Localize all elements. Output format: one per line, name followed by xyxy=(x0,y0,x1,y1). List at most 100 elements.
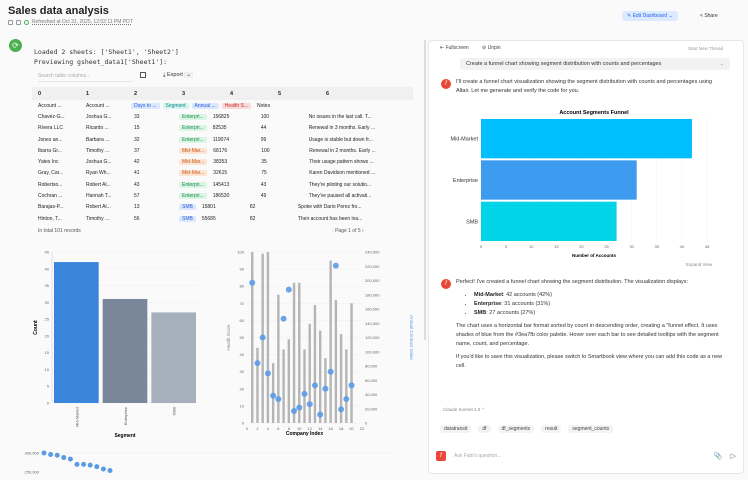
expand-view-button[interactable]: Expand View xyxy=(686,262,713,267)
column-header[interactable]: 5 xyxy=(278,90,282,97)
table-cell: 82 xyxy=(249,215,256,222)
context-chip[interactable]: segment_counts xyxy=(568,425,614,433)
context-chip[interactable]: datatransit xyxy=(440,425,472,433)
x-tick-label: 0 xyxy=(480,244,483,249)
reply-intro: Perfect! I've created a funnel chart sho… xyxy=(456,279,689,285)
page-label: Page 1 of 5 xyxy=(335,228,361,234)
copy-icon[interactable] xyxy=(140,72,146,78)
context-chip[interactable]: result xyxy=(541,425,562,433)
page-title: Sales data analysis xyxy=(8,5,109,17)
export-button[interactable]: ⤓ Export ⌄ xyxy=(163,72,194,79)
table-row: Barajas-P... Robert Al... 13 SMB 15801 82 Spok… xyxy=(32,202,413,213)
refresh-meta: Refreshed at Oct 31, 2025, 12:02:11 PM P… xyxy=(8,19,133,25)
assistant-avatar: f xyxy=(441,279,451,289)
x-tick-label: 30 xyxy=(629,244,634,249)
y-tick-label: 45 xyxy=(45,250,50,255)
model-label: Claude Sonnet 4.5 xyxy=(443,407,481,412)
prev-page-icon[interactable]: ‹ xyxy=(332,228,336,234)
chevron-down-icon[interactable]: ⌄ xyxy=(184,72,194,78)
run-cell-button[interactable]: ⟳ xyxy=(9,39,22,52)
table-cell: Renewal in 3 months. Early ... xyxy=(308,125,376,132)
y-tick-label: 35 xyxy=(45,283,50,288)
table-row: Account ... Account ... Days to ... Segment… xyxy=(32,100,413,111)
fullscreen-button[interactable]: ⇤ Fullscreen xyxy=(440,45,469,51)
y-tick-label: 300,000 xyxy=(25,451,40,456)
column-header[interactable]: 0 xyxy=(38,90,42,97)
next-page-icon[interactable]: › xyxy=(360,228,364,234)
y2-tick-label: 120,000 xyxy=(365,335,380,340)
pagination[interactable]: ‹ Page 1 of 5 › xyxy=(332,228,364,234)
attach-icon[interactable]: 📎 xyxy=(713,453,723,460)
send-icon[interactable]: ▷ xyxy=(730,453,736,460)
table-cell: Usage is stable but down fr... xyxy=(308,136,373,143)
table-row: Robertso... Robert Al... 43 Enterpri... 1454… xyxy=(32,179,413,190)
value-point xyxy=(327,368,334,375)
x-tick-label: 35 xyxy=(655,244,660,249)
health-bar xyxy=(313,305,317,423)
table-cell: Mid-Mar... xyxy=(179,170,208,177)
unpin-button[interactable]: ⊘ Unpin xyxy=(482,45,501,51)
value-trend-chart: 300,000 250,000 xyxy=(25,450,392,475)
table-row: Cochran ... Hannah T... 57 Enterpri... 18653… xyxy=(32,190,413,201)
table-cell: 99 xyxy=(260,136,267,143)
list-item: Enterprise: 31 accounts (31%) xyxy=(474,300,731,309)
chat-panel xyxy=(428,40,744,474)
value-point xyxy=(343,396,350,403)
column-header[interactable]: 2 xyxy=(134,90,138,97)
health-bar xyxy=(298,282,301,423)
value-point xyxy=(270,392,277,399)
collapse-icon[interactable]: ⌄ xyxy=(719,61,724,67)
grid-icon[interactable] xyxy=(8,19,13,25)
table-cell: Karen Davidson mentioned ... xyxy=(309,170,376,177)
table-cell: Ryan Wh... xyxy=(86,170,111,177)
panel-resize-handle[interactable] xyxy=(424,40,426,340)
table-header: 0 1 2 3 4 5 6 xyxy=(32,87,413,100)
share-button[interactable]: < Share xyxy=(695,11,723,21)
x-tick-label: 4 xyxy=(267,426,270,431)
x-tick-label: 0 xyxy=(246,426,249,431)
value-point xyxy=(249,279,256,286)
user-message-text: Create a funnel chart showing segment di… xyxy=(466,61,662,67)
health-bar xyxy=(256,347,259,423)
table-cell: Barajas-P... xyxy=(38,204,64,211)
column-header[interactable]: 6 xyxy=(326,90,330,97)
chat-input[interactable]: Ask Fabi's question... xyxy=(454,453,502,459)
segment-list: Mid-Market: 42 accounts (42%) Enterprise… xyxy=(474,291,731,318)
table-row: Gray, Car... Ryan Wh... 41 Mid-Mar... 32615 7… xyxy=(32,168,413,179)
y2-tick-label: 240,000 xyxy=(365,250,380,255)
x-axis-title: Segment xyxy=(114,433,135,439)
y-tick-label: 40 xyxy=(240,352,245,357)
y2-tick-label: 100,000 xyxy=(365,349,380,354)
value-point xyxy=(81,461,87,467)
column-header[interactable]: 1 xyxy=(86,90,90,97)
model-selector[interactable]: Claude Sonnet 4.5 ⌃ xyxy=(443,407,486,412)
value-point xyxy=(94,464,100,470)
table-cell: Barbara ... xyxy=(86,136,110,143)
edit-dashboard-button[interactable]: ✎ Edit Dashboard ⌄ xyxy=(622,11,678,21)
sync-icon[interactable] xyxy=(24,19,29,25)
table-search-input[interactable]: Search table columns... xyxy=(38,73,133,82)
table-cell: Annual ... xyxy=(191,102,219,109)
table-cell: 75 xyxy=(261,170,267,177)
column-header[interactable]: 4 xyxy=(230,90,234,97)
y-tick-label: 250,000 xyxy=(25,470,40,475)
table-cell: 68176 xyxy=(213,147,228,154)
flag-icon[interactable] xyxy=(16,19,21,25)
context-chip[interactable]: df_segments xyxy=(497,425,535,433)
table-cell: Renewal in 2 months. Early ... xyxy=(309,147,376,154)
x-axis-title: Number of Accounts xyxy=(572,253,617,258)
value-point xyxy=(306,401,313,408)
y-tick-label: Mid-Market xyxy=(450,137,478,143)
table-cell: 35 xyxy=(261,159,267,166)
context-chip[interactable]: df xyxy=(478,425,491,433)
export-label: Export xyxy=(166,72,183,78)
table-cell: Cochran ... xyxy=(38,193,63,200)
new-thread-button[interactable]: Start New Thread xyxy=(688,46,724,51)
column-header[interactable]: 3 xyxy=(182,90,186,97)
table-cell: Segment xyxy=(162,102,189,109)
y-tick-label: 80 xyxy=(240,284,245,289)
x-tick-label: 6 xyxy=(277,426,280,431)
y-tick-label: 20 xyxy=(45,333,50,338)
x-tick-label: 8 xyxy=(288,426,291,431)
y-tick-label: 30 xyxy=(45,300,50,305)
